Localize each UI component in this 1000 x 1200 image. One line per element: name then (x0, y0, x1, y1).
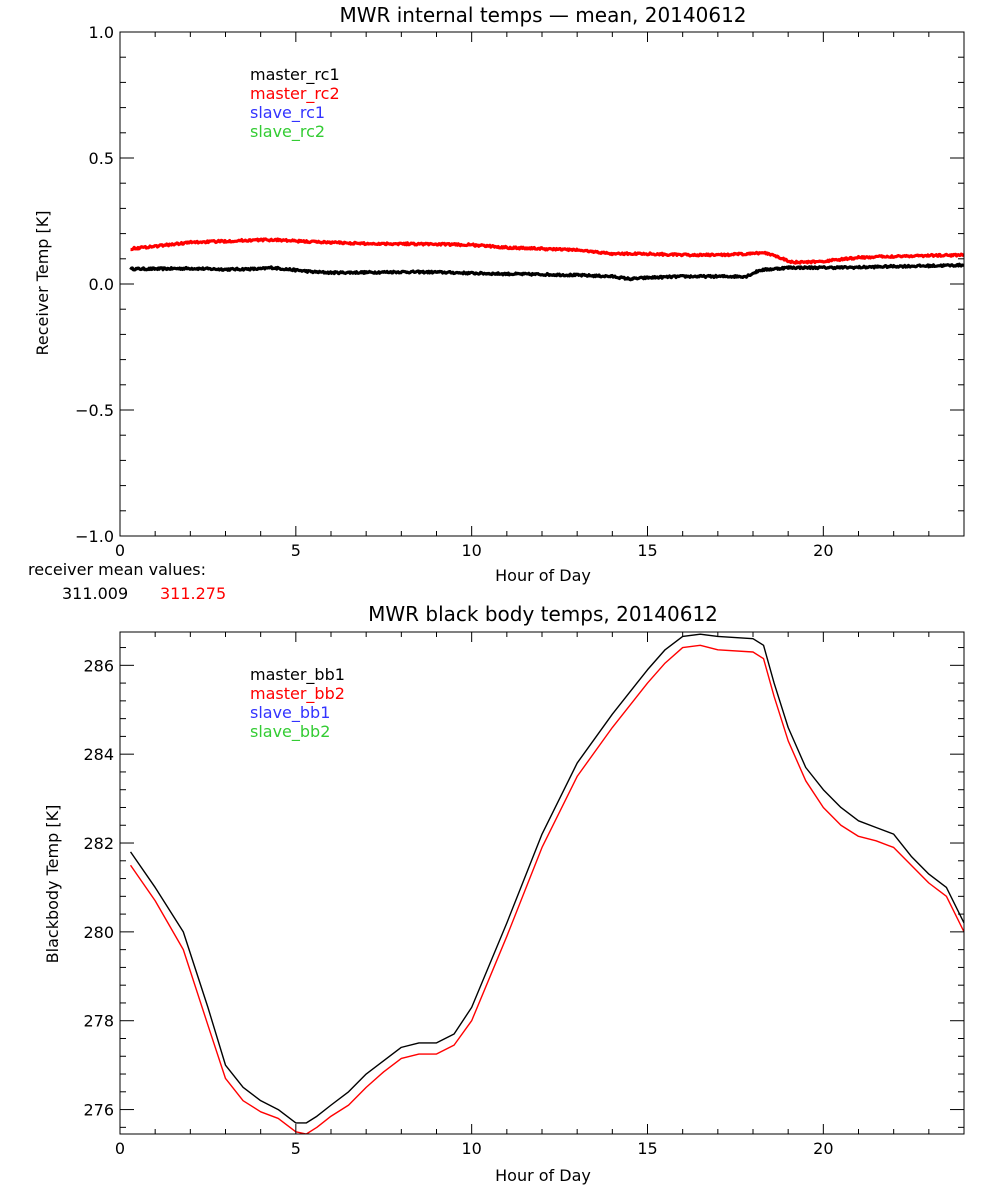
blackbody-x-tick-label: 0 (115, 1139, 125, 1158)
legend-master-bb2: master_bb2 (250, 684, 345, 704)
receiver-legend: master_rc1 master_rc2 slave_rc1 slave_rc… (250, 65, 340, 142)
blackbody-y-tick-label: 278 (83, 1012, 114, 1031)
receiver-y-tick-label: 0.5 (89, 149, 114, 168)
blackbody-y-tick-label: 284 (83, 745, 114, 764)
receiver-mean-note: receiver mean values: 311.009 311.275 (28, 560, 226, 603)
receiver-x-axis-label: Hour of Day (495, 566, 591, 585)
receiver-x-tick-label: 15 (637, 541, 657, 560)
receiver-temp-chart: MWR internal temps — mean, 20140612 Rece… (28, 3, 965, 603)
blackbody-chart-title: MWR black body temps, 20140612 (368, 602, 718, 626)
blackbody-series-group (129, 633, 964, 1134)
blackbody-legend: master_bb1 master_bb2 slave_bb1 slave_bb… (250, 665, 345, 742)
blackbody-y-tick-label: 282 (83, 834, 114, 853)
blackbody-series-master-bb1 (129, 633, 964, 1124)
blackbody-y-axis-label: Blackbody Temp [K] (43, 805, 62, 964)
legend-slave-bb2: slave_bb2 (250, 722, 330, 742)
receiver-series-group (129, 237, 964, 282)
receiver-y-axis-label: Receiver Temp [K] (33, 210, 52, 355)
receiver-y-tick-label: −1.0 (75, 527, 114, 546)
blackbody-temp-chart: MWR black body temps, 20140612 Blackbody… (43, 602, 965, 1185)
receiver-x-tick-label: 10 (461, 541, 481, 560)
blackbody-x-tick-label: 10 (461, 1139, 481, 1158)
blackbody-y-tick-label: 280 (83, 923, 114, 942)
blackbody-x-tick-label: 15 (637, 1139, 657, 1158)
receiver-chart-title: MWR internal temps — mean, 20140612 (339, 3, 746, 27)
blackbody-x-tick-label: 20 (813, 1139, 833, 1158)
blackbody-series-master-bb2 (129, 644, 964, 1134)
receiver-mean-value-1: 311.009 (62, 584, 128, 603)
legend-master-rc2: master_rc2 (250, 84, 340, 104)
legend-master-bb1: master_bb1 (250, 665, 345, 685)
receiver-x-tick-label: 0 (115, 541, 125, 560)
legend-slave-rc2: slave_rc2 (250, 122, 325, 142)
legend-slave-rc1: slave_rc1 (250, 103, 325, 123)
blackbody-y-tick-label: 276 (83, 1101, 114, 1120)
receiver-x-tick-label: 20 (813, 541, 833, 560)
receiver-series-master-rc1 (129, 262, 964, 282)
receiver-y-tick-label: 0.0 (89, 275, 114, 294)
legend-slave-bb1: slave_bb1 (250, 703, 330, 723)
blackbody-x-axis-label: Hour of Day (495, 1166, 591, 1185)
blackbody-x-tick-label: 5 (291, 1139, 301, 1158)
receiver-x-tick-label: 5 (291, 541, 301, 560)
receiver-series-master-rc2 (129, 237, 964, 265)
receiver-mean-label: receiver mean values: (28, 560, 206, 579)
blackbody-y-tick-label: 286 (83, 656, 114, 675)
receiver-mean-value-2: 311.275 (160, 584, 226, 603)
receiver-y-tick-label: 1.0 (89, 23, 114, 42)
legend-master-rc1: master_rc1 (250, 65, 340, 85)
receiver-y-tick-label: −0.5 (75, 401, 114, 420)
